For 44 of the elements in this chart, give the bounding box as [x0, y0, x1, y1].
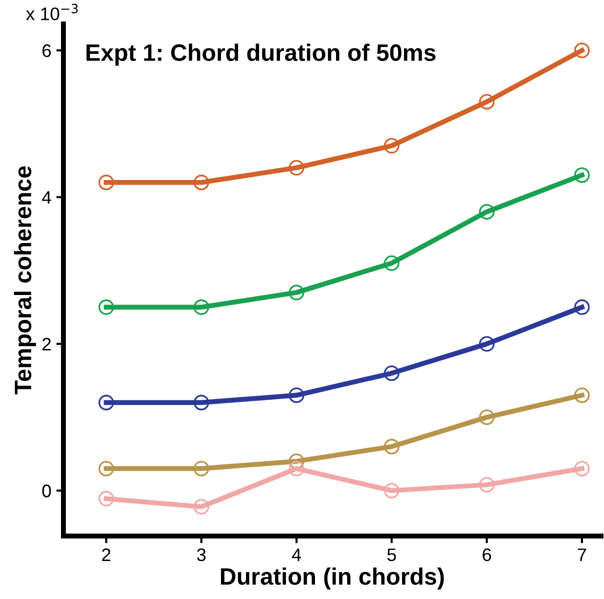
point	[574, 167, 590, 183]
point	[288, 284, 304, 300]
point	[384, 138, 400, 154]
point	[574, 299, 590, 315]
point	[574, 42, 590, 58]
point	[98, 490, 114, 506]
x-tick-label: 2	[102, 548, 110, 561]
point	[574, 460, 590, 476]
point	[98, 460, 114, 476]
point	[384, 482, 400, 498]
point	[384, 438, 400, 454]
point	[288, 160, 304, 176]
x-axis-title: Duration (in chords)	[220, 568, 444, 590]
x-tick-label: 7	[578, 548, 586, 561]
y-tick-label: 6	[42, 44, 51, 58]
x-tick-label: 6	[482, 548, 492, 562]
point	[194, 299, 210, 315]
x-tick-label: 5	[387, 548, 396, 562]
x-tick-label: 4	[292, 548, 302, 561]
point	[288, 387, 304, 404]
point	[384, 365, 400, 381]
y-axis-title: Temporal coherence	[14, 166, 36, 394]
point	[479, 336, 495, 352]
point	[479, 476, 495, 493]
point	[194, 394, 210, 410]
point	[479, 409, 495, 426]
point	[194, 498, 210, 515]
text: Expt 1: Chord duration of 50ms	[86, 44, 436, 66]
point	[288, 453, 304, 470]
y-tick-label: 2	[42, 338, 51, 350]
point	[98, 299, 114, 315]
y-tick-label: 4	[42, 191, 52, 204]
point	[384, 255, 400, 271]
point	[194, 174, 210, 190]
point	[479, 204, 495, 220]
point	[479, 94, 495, 110]
y-tick-label: 0	[42, 484, 51, 498]
point	[194, 460, 210, 476]
point	[98, 174, 114, 190]
point	[98, 394, 114, 410]
text: x 10$^{−3}$	[26, 4, 78, 20]
x-tick-label: 3	[197, 548, 206, 562]
point	[574, 387, 590, 404]
point	[288, 460, 304, 476]
